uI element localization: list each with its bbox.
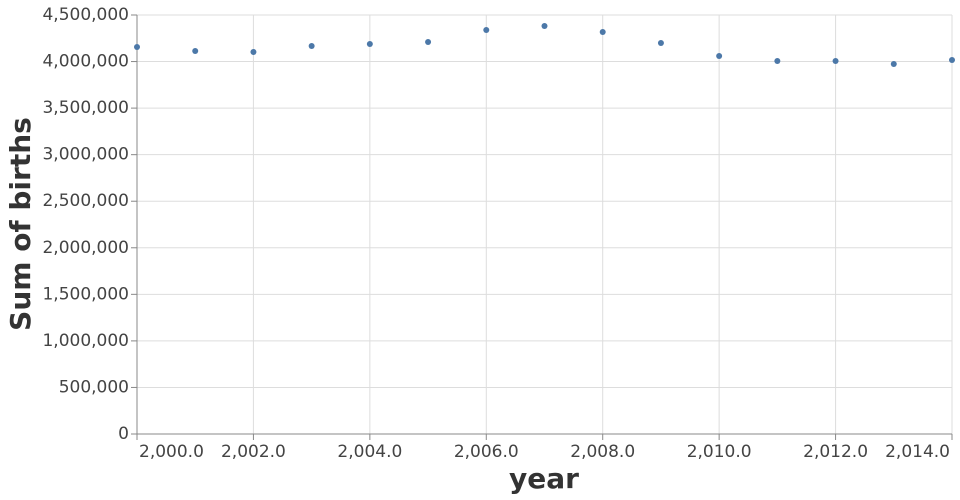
point	[250, 48, 257, 55]
y-tick-label: 500,000	[59, 377, 129, 397]
point	[308, 43, 315, 50]
y-tick-label: 2,500,000	[42, 191, 129, 211]
point	[366, 41, 373, 48]
point	[134, 44, 140, 51]
point	[890, 60, 897, 67]
y-tick-label: 3,000,000	[42, 145, 129, 165]
y-tick-label: 1,500,000	[42, 284, 129, 304]
x-tick-label: 2,014.0	[885, 442, 950, 462]
y-tick-label: 3,500,000	[42, 98, 129, 118]
point	[541, 22, 548, 29]
point	[774, 57, 781, 64]
x-tick-label: 2,006.0	[454, 442, 519, 462]
x-tick-label: 2,000.0	[139, 442, 204, 462]
x-tick-label: 2,002.0	[221, 442, 286, 462]
point	[716, 52, 723, 59]
x-tick-label: 2,012.0	[803, 442, 868, 462]
y-tick-label: 0	[118, 424, 129, 444]
x-axis-title: year	[509, 462, 579, 495]
point	[657, 40, 664, 47]
x-tick-label: 2,010.0	[687, 442, 752, 462]
point	[949, 56, 955, 63]
y-tick-label: 4,500,000	[42, 5, 129, 25]
y-axis-title: Sum of births	[4, 117, 37, 331]
y-tick-label: 1,000,000	[42, 331, 129, 351]
point	[425, 39, 432, 46]
x-tick-label: 2,008.0	[570, 442, 635, 462]
y-tick-label: 2,000,000	[42, 238, 129, 258]
x-tick-label: 2,004.0	[337, 442, 402, 462]
y-tick-label: 4,000,000	[42, 52, 129, 72]
point	[599, 29, 606, 36]
point	[483, 26, 490, 33]
point	[192, 48, 199, 55]
point	[832, 57, 839, 64]
